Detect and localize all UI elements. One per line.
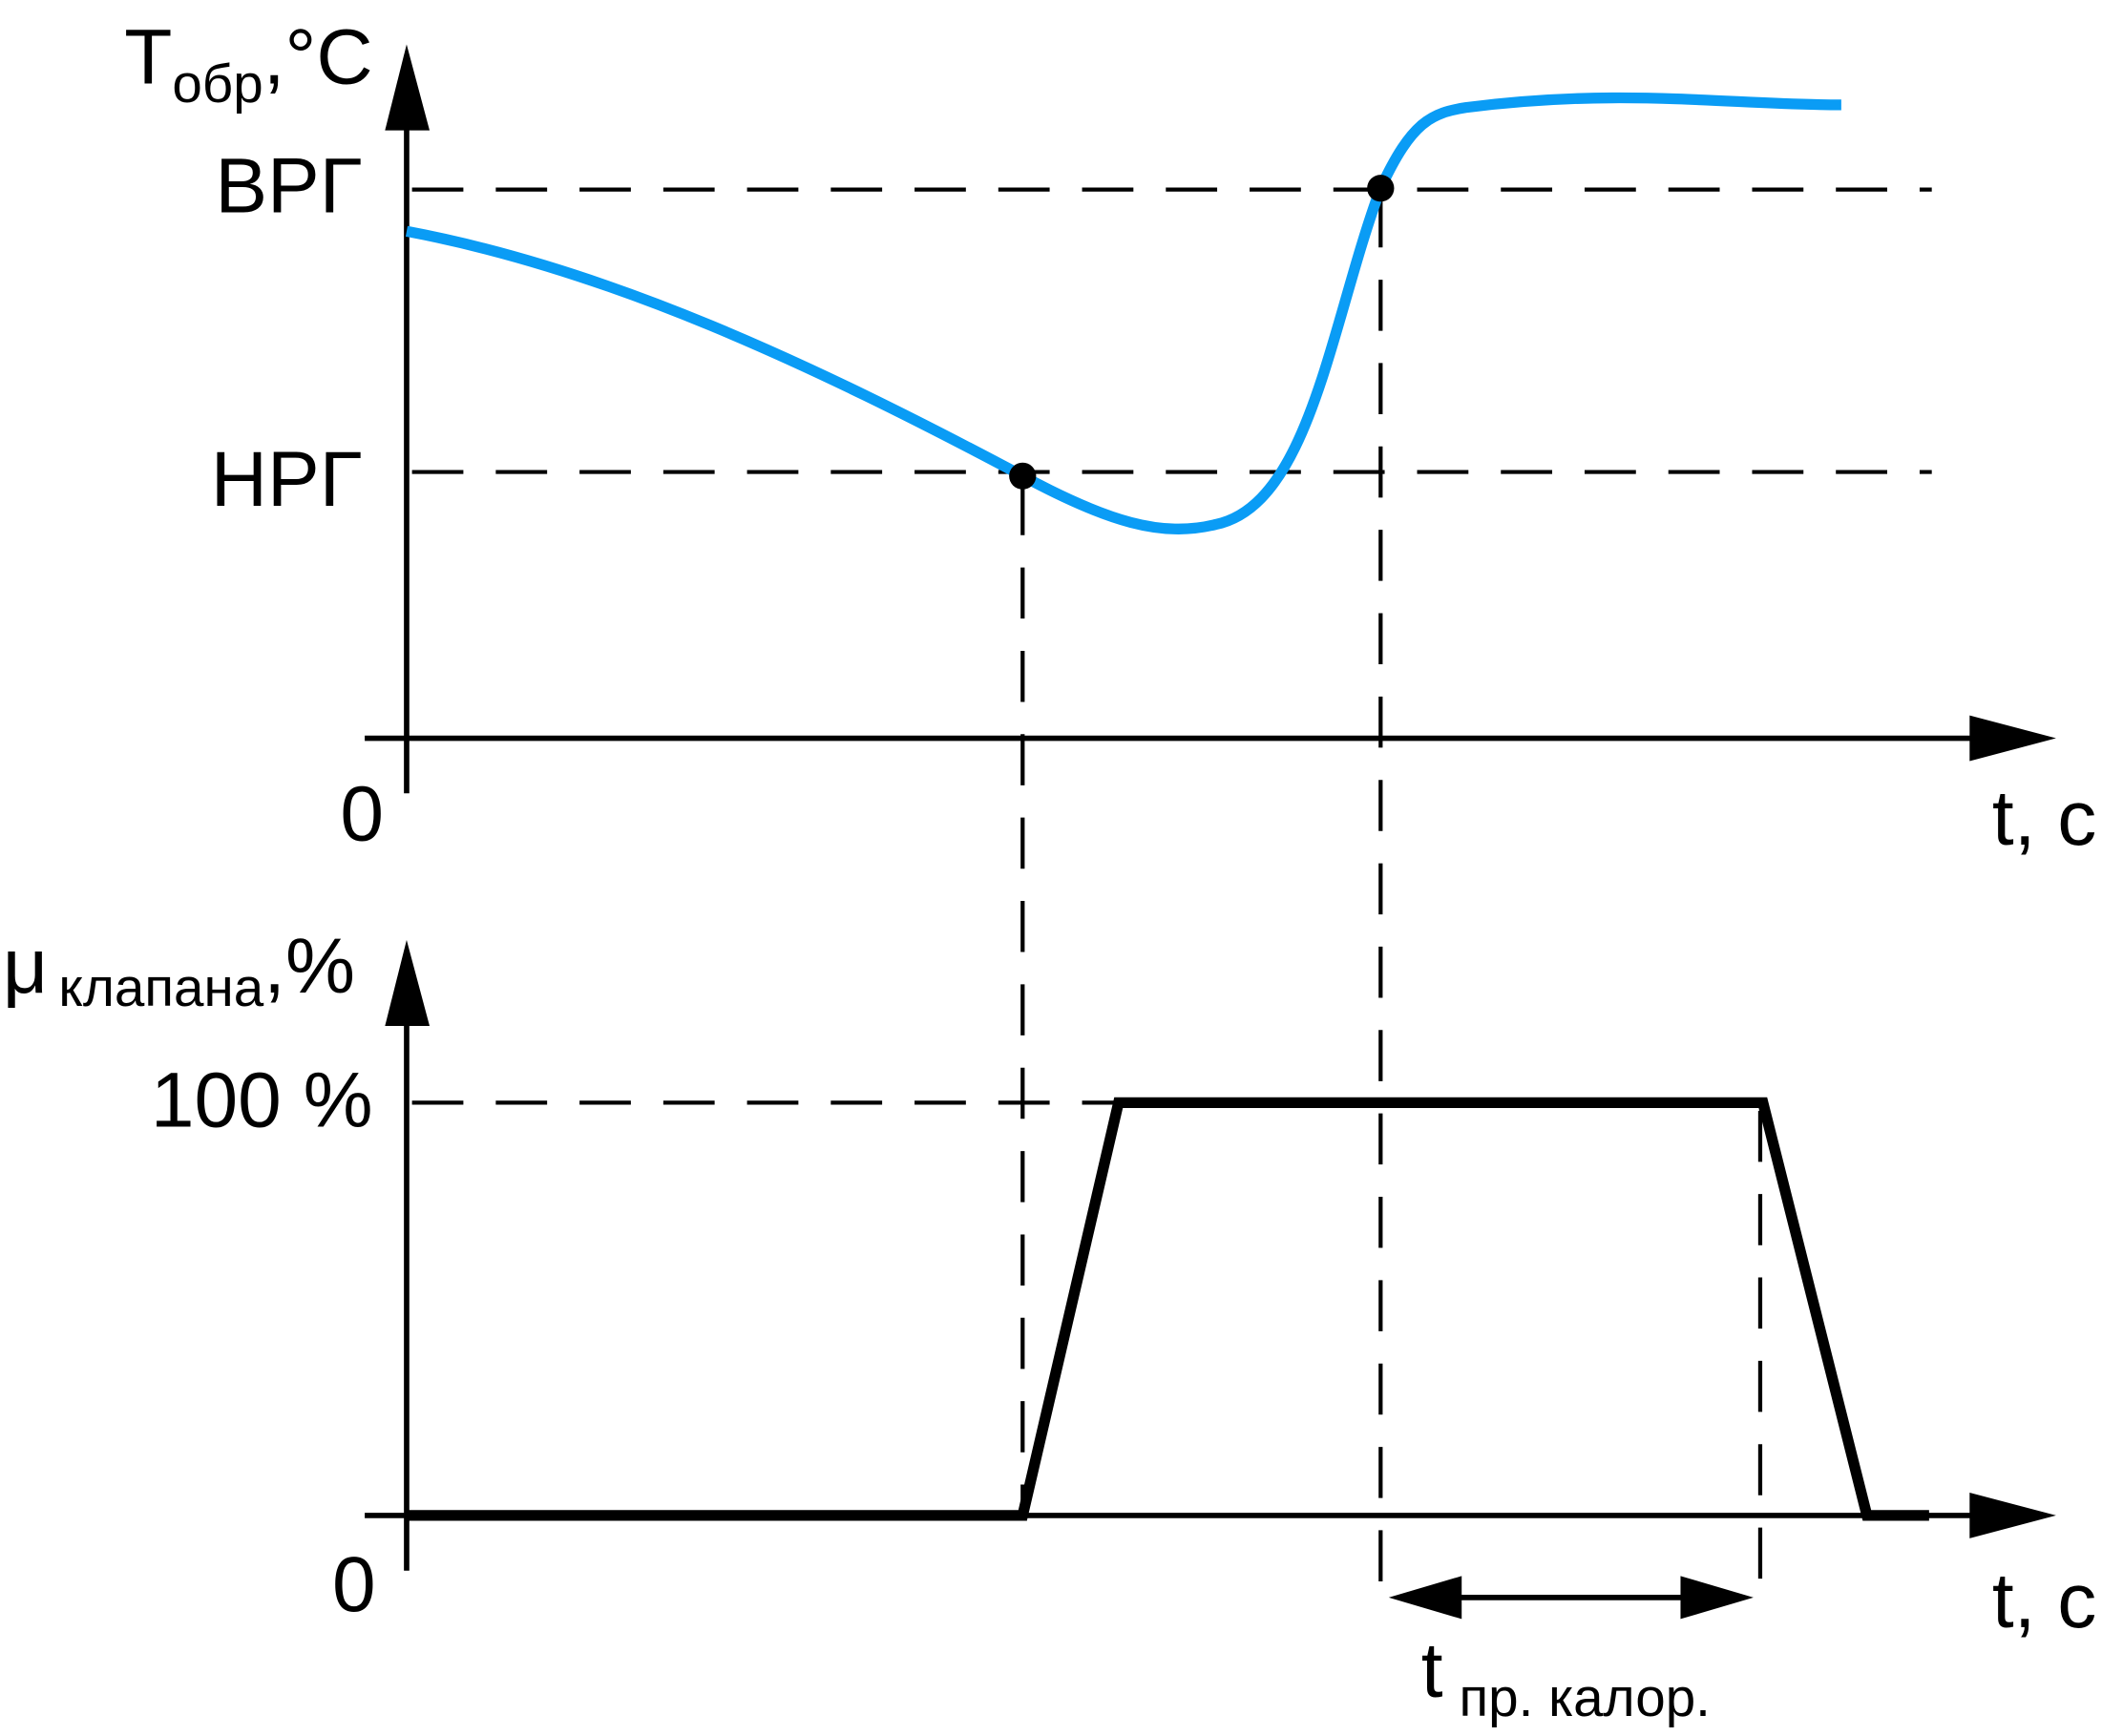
valve-curve: [406, 1097, 1929, 1521]
point: [1367, 175, 1395, 202]
arrow-head: [1388, 1576, 1462, 1620]
origin-label: 0: [340, 771, 384, 858]
temperature-curve: [405, 92, 1841, 534]
label-unit: ,%: [263, 923, 355, 1010]
origin-label: 0: [332, 1541, 376, 1628]
interval-label: t пр. калор.: [1421, 1627, 1711, 1727]
label-subscript: пр. калор.: [1460, 1667, 1711, 1727]
arrow-head: [1680, 1576, 1754, 1620]
y-axis-label: μ клапана,%: [3, 923, 355, 1017]
axis-arrow: [1969, 715, 2056, 762]
label-main: t: [1421, 1627, 1443, 1714]
x-axis-label: t, с: [1992, 775, 2096, 862]
label-main: μ: [3, 923, 48, 1010]
label-main: T: [124, 14, 172, 101]
level-label: ВРГ: [215, 143, 362, 230]
axis-arrow: [1969, 1492, 2056, 1538]
label-unit: ,°C: [263, 14, 373, 101]
axis-arrow: [385, 44, 431, 131]
y-axis-label: Tобр,°C: [124, 14, 372, 115]
axis-arrow: [385, 939, 431, 1027]
x-axis-label: t, с: [1992, 1558, 2096, 1644]
level-label: НРГ: [211, 436, 362, 523]
label-subscript: клапана: [58, 957, 263, 1017]
label-subscript: обр: [172, 53, 263, 114]
level-label: 100 %: [151, 1057, 373, 1144]
point: [1009, 462, 1037, 490]
